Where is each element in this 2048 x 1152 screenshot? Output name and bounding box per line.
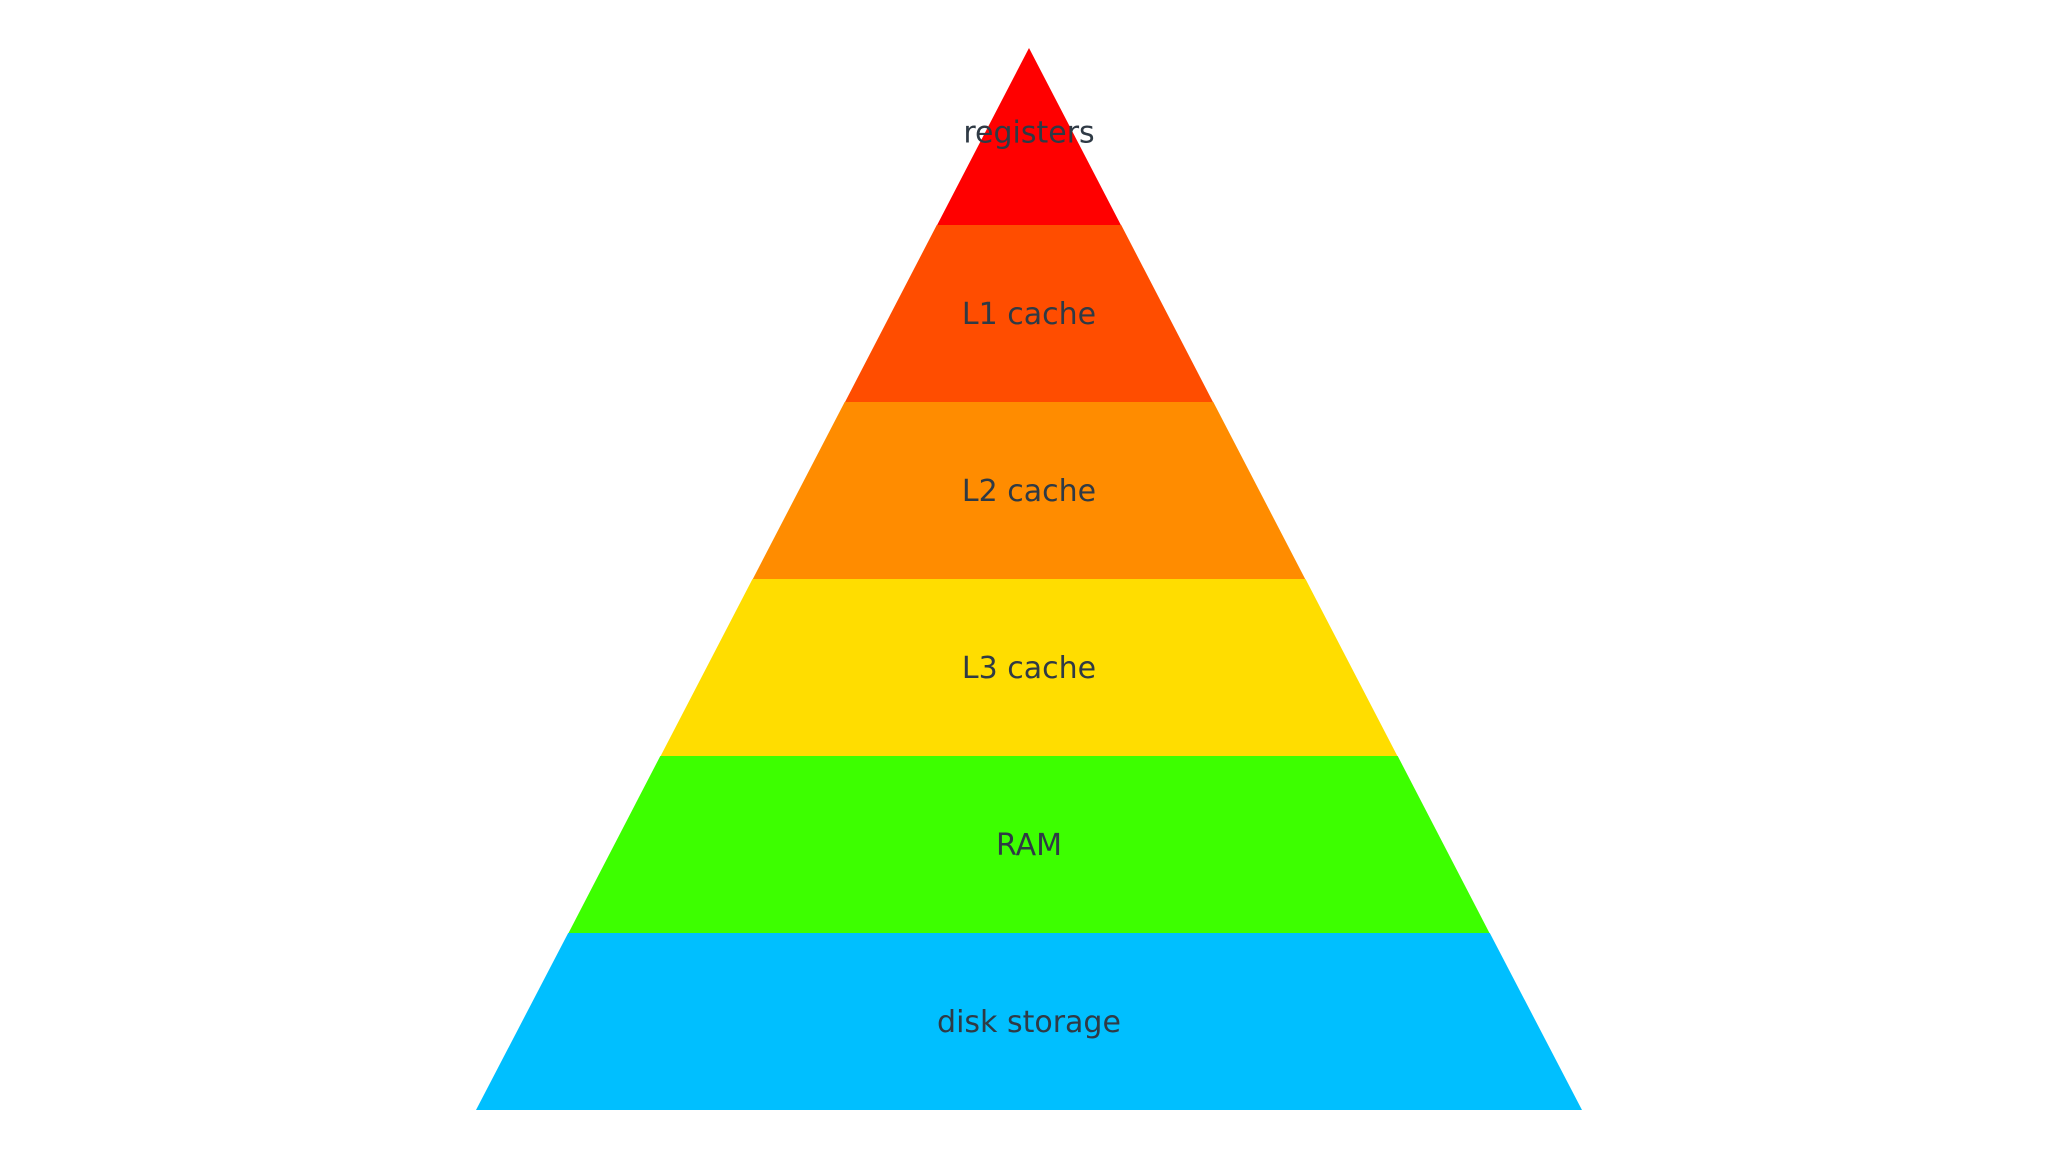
tier-3-shape [660, 579, 1398, 757]
tier-5-shape [476, 933, 1582, 1110]
tier-0-shape [936, 48, 1122, 226]
tier-2-shape [752, 402, 1306, 580]
pyramid-labels: registers L1 cache L2 cache L3 cache RAM disk… [937, 116, 1121, 1041]
tier-2-label: L2 cache [962, 474, 1096, 509]
tier-1-shape [844, 225, 1214, 403]
tier-4-shape [568, 756, 1490, 934]
tier-3-label: L3 cache [962, 651, 1096, 686]
tier-1-label: L1 cache [962, 297, 1096, 332]
tier-4-label: RAM [996, 828, 1062, 863]
tier-5-label: disk storage [937, 1005, 1121, 1040]
tier-0-label: registers [963, 116, 1094, 151]
pyramid-tiers [476, 48, 1582, 1110]
